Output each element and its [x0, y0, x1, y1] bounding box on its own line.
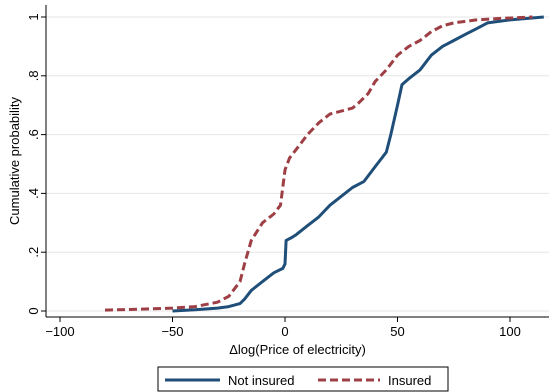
x-tick-label: 100	[499, 324, 521, 339]
y-tick-label: 1	[26, 13, 41, 20]
y-tick-label: .2	[26, 247, 41, 258]
grid-lines	[46, 16, 549, 312]
x-tick-label: 0	[281, 324, 288, 339]
y-tick-label: .8	[26, 70, 41, 81]
series-lines	[104, 15, 544, 313]
y-axis-ticks: 0 .2 .4 .6 .8 1	[26, 13, 46, 315]
legend: Not insured Insured	[157, 366, 449, 392]
x-tick-label: 50	[390, 324, 404, 339]
legend-label-not-insured: Not insured	[228, 373, 294, 388]
x-axis-label: Δlog(Price of electricity)	[229, 342, 366, 357]
plot-area	[46, 5, 549, 317]
series-line-not-insured	[172, 15, 544, 313]
y-axis-label: Cumulative probability	[7, 97, 22, 225]
axes	[45, 5, 549, 318]
x-axis-ticks: −100 −50 0 50 100	[45, 317, 521, 339]
y-tick-label: .6	[26, 129, 41, 140]
legend-label-insured: Insured	[388, 373, 431, 388]
x-tick-label: −50	[161, 324, 183, 339]
x-tick-label: −100	[45, 324, 74, 339]
y-tick-label: .4	[26, 188, 41, 199]
series-line-insured	[104, 15, 533, 312]
y-tick-label: 0	[26, 307, 41, 314]
